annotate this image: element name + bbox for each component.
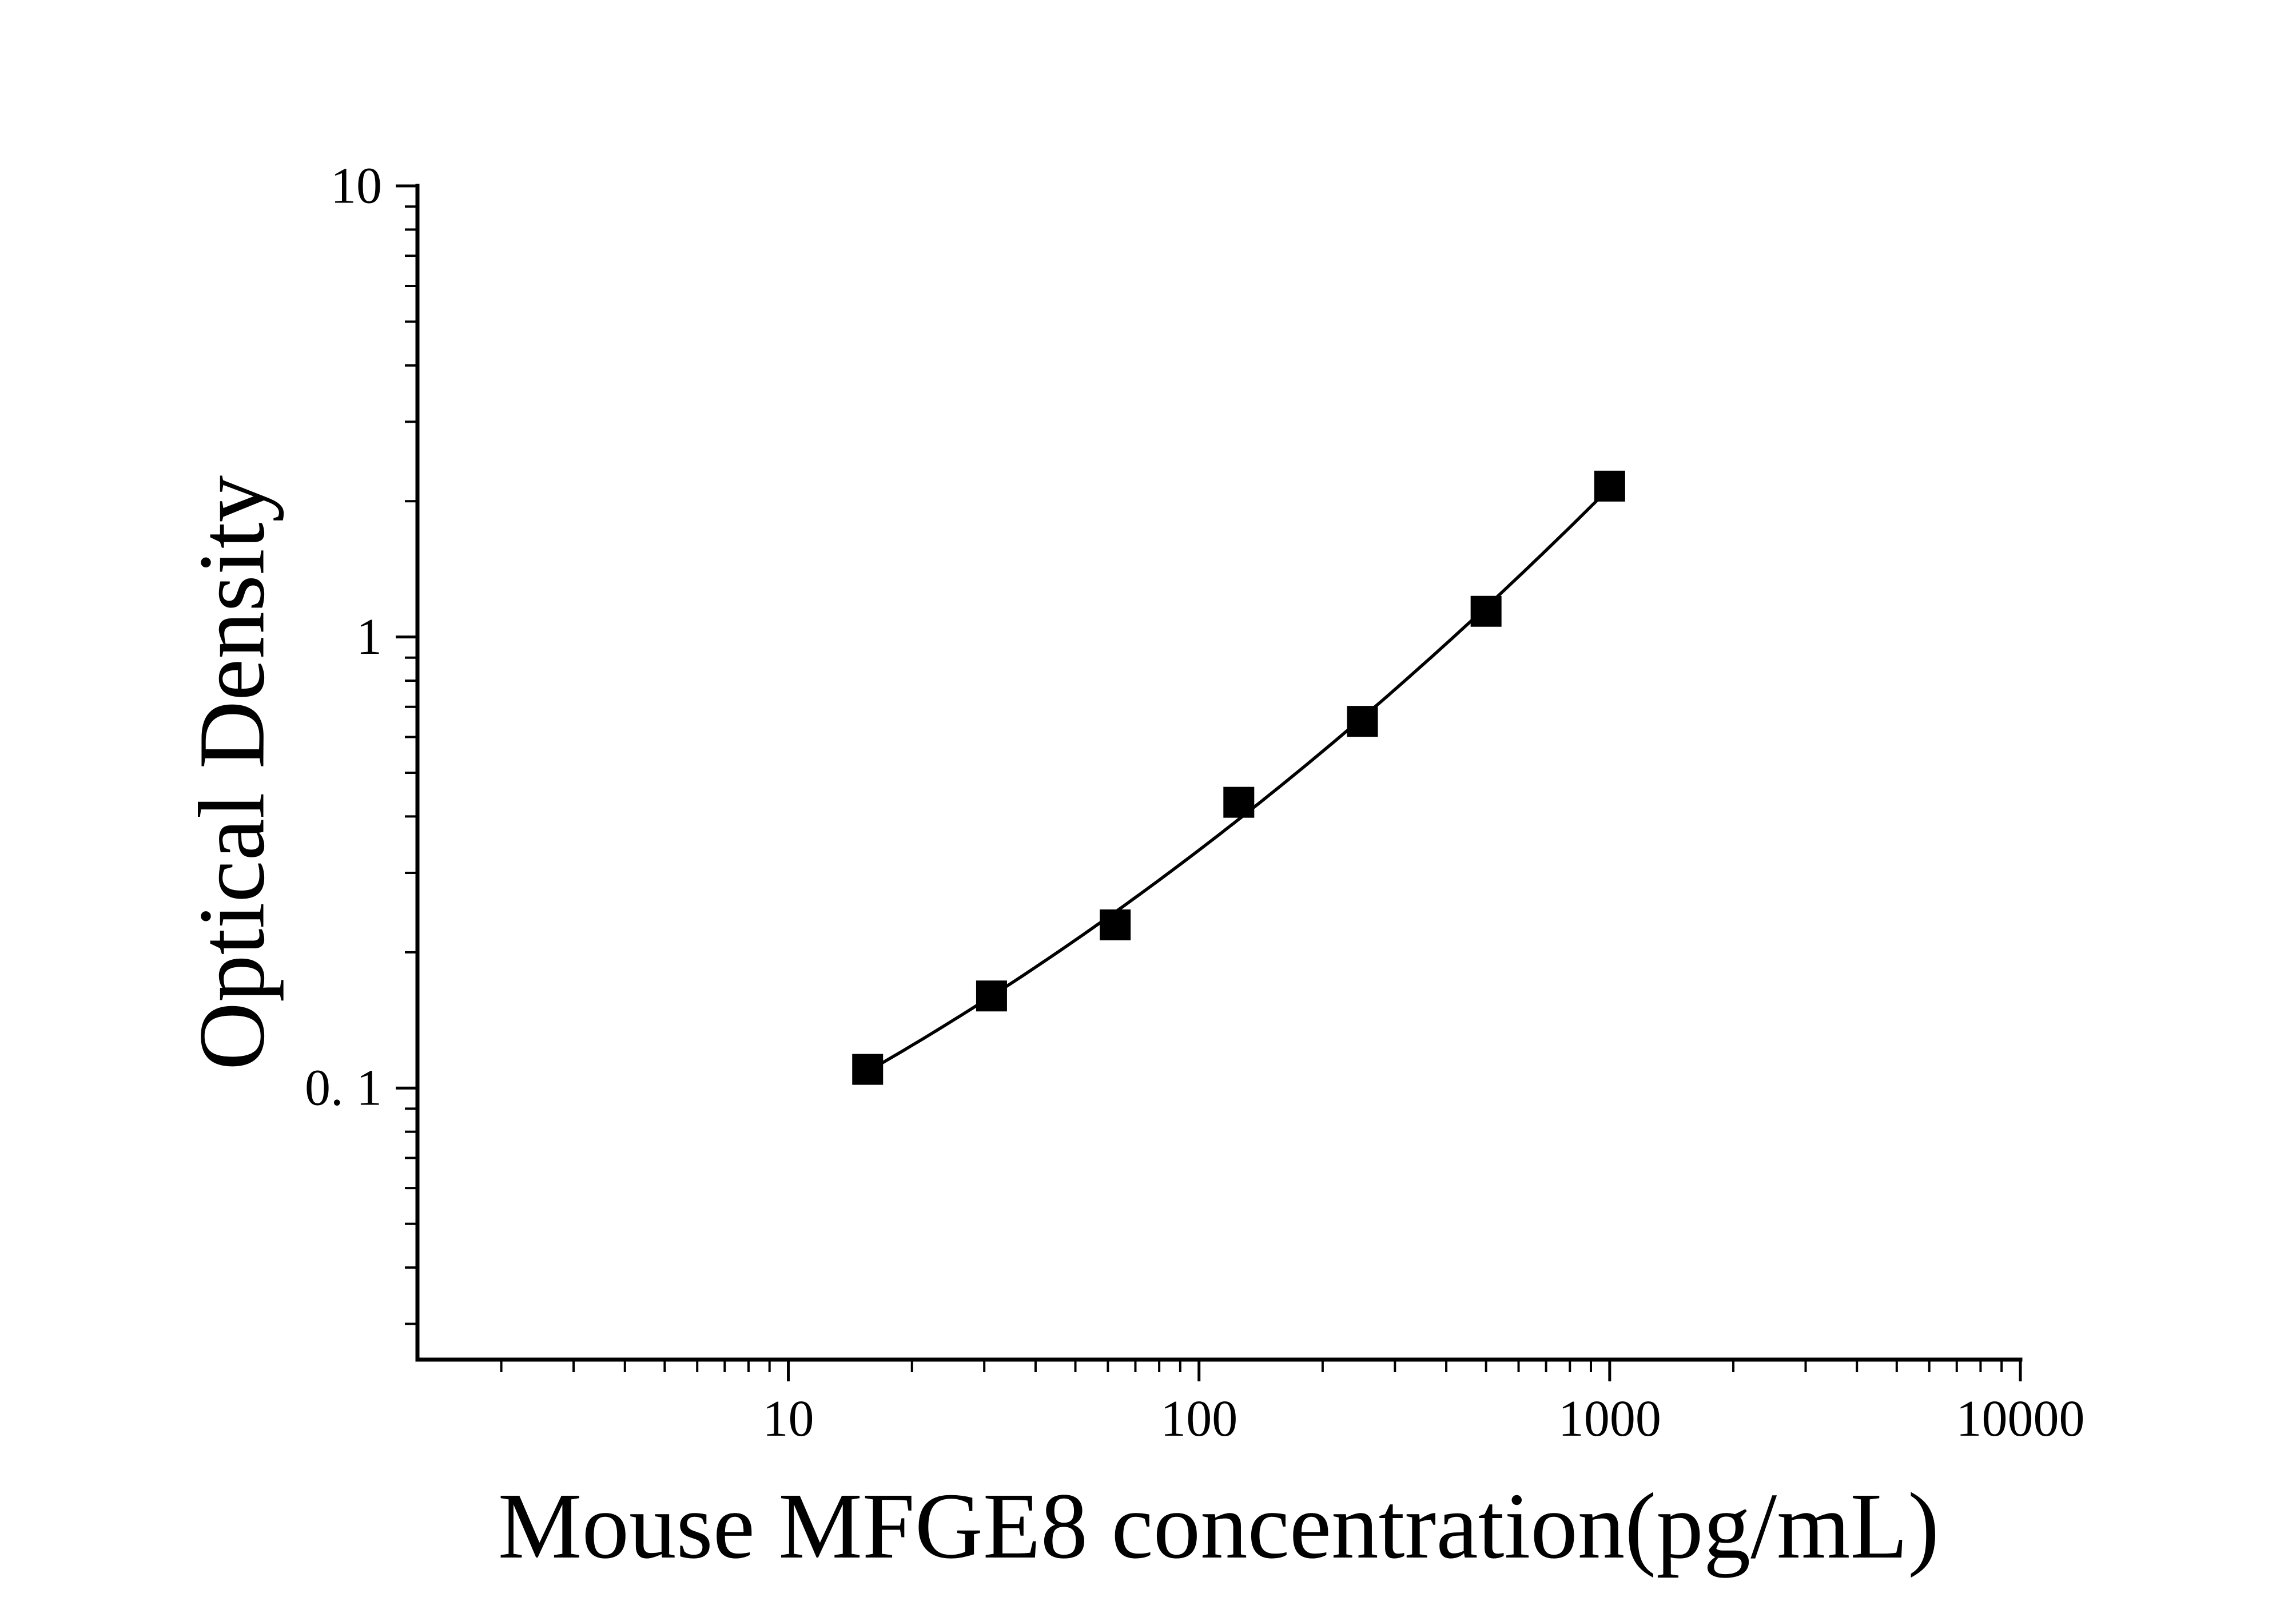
x-tick-label: 10000 bbox=[1956, 1391, 2085, 1447]
y-tick-label: 1 bbox=[356, 609, 382, 665]
y-axis-title: Optical Density bbox=[179, 475, 284, 1071]
data-points bbox=[852, 470, 1625, 1085]
data-point-marker bbox=[852, 1054, 884, 1085]
tick-labels: 10 100 1000 10000 0. 1 1 10 bbox=[305, 158, 2085, 1448]
axis-ticks bbox=[396, 184, 2022, 1381]
data-point-marker bbox=[976, 980, 1007, 1012]
data-point-marker bbox=[1100, 909, 1131, 940]
data-point-marker bbox=[1223, 786, 1255, 818]
data-point-marker bbox=[1470, 595, 1502, 627]
y-tick-label: 0. 1 bbox=[305, 1060, 382, 1117]
data-point-marker bbox=[1347, 706, 1378, 737]
x-tick-label: 1000 bbox=[1558, 1391, 1661, 1447]
y-tick-label: 10 bbox=[331, 158, 382, 214]
x-tick-label: 100 bbox=[1160, 1391, 1237, 1447]
axis-lines bbox=[415, 184, 2023, 1362]
x-axis-title: Mouse MFGE8 concentration(pg/mL) bbox=[498, 1473, 1940, 1578]
data-point-marker bbox=[1594, 470, 1625, 502]
x-tick-label: 10 bbox=[763, 1391, 814, 1447]
